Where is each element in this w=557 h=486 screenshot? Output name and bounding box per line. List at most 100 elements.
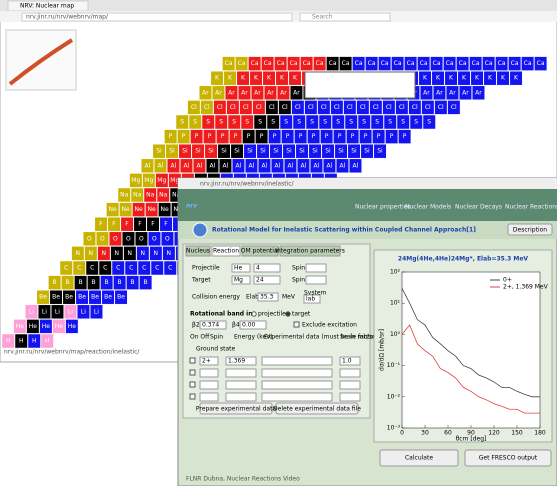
element-symbol: B <box>79 279 83 286</box>
radio[interactable] <box>252 312 256 316</box>
checkbox[interactable] <box>190 394 195 399</box>
element-symbol: P <box>312 133 316 140</box>
input[interactable] <box>340 369 360 377</box>
element-symbol: Al <box>249 162 255 169</box>
element-symbol: Be <box>91 294 99 301</box>
element-symbol: C <box>77 265 81 272</box>
button-label[interactable]: Delete experimental data file <box>273 406 361 413</box>
radio-label[interactable]: target <box>292 311 311 318</box>
element-symbol: Mg <box>157 177 166 184</box>
element-symbol: Si <box>364 148 370 155</box>
element-symbol: Mg <box>144 177 153 184</box>
checkbox[interactable] <box>190 358 195 363</box>
input-value[interactable]: 1.0 <box>342 358 352 365</box>
element-symbol: Ca <box>537 60 545 67</box>
element-symbol: S <box>271 119 275 126</box>
input-value[interactable]: lab <box>306 296 315 303</box>
button-label[interactable]: Prepare experimental data <box>196 406 277 413</box>
input[interactable] <box>200 381 218 389</box>
element-symbol: Cl <box>282 104 288 111</box>
element-symbol: Si <box>221 148 227 155</box>
element-symbol: P <box>403 133 407 140</box>
label: β4 <box>232 322 240 329</box>
input-value[interactable]: 0.374 <box>202 322 219 329</box>
input[interactable] <box>340 381 360 389</box>
element-symbol: Al <box>184 162 190 169</box>
element-symbol: Cl <box>334 104 340 111</box>
element-symbol: Cl <box>269 104 275 111</box>
element-symbol: Al <box>301 162 307 169</box>
element-symbol: Ne <box>109 206 117 213</box>
element-symbol: S <box>388 119 392 126</box>
input[interactable] <box>200 369 218 377</box>
input-value[interactable]: 35.3 <box>260 294 274 301</box>
input[interactable] <box>200 393 218 401</box>
element-symbol: Ca <box>238 60 246 67</box>
input[interactable] <box>340 393 360 401</box>
element-symbol: O <box>165 235 170 242</box>
input-value[interactable]: 4 <box>256 265 260 272</box>
checkbox[interactable] <box>190 382 195 387</box>
input-value[interactable]: 2+ <box>202 358 211 365</box>
tab-label[interactable]: Reaction <box>213 248 239 255</box>
element-symbol: H <box>32 338 37 345</box>
checkbox[interactable] <box>294 322 299 327</box>
element-symbol: Ca <box>459 60 467 67</box>
element-symbol: C <box>168 265 172 272</box>
input[interactable] <box>262 393 332 401</box>
element-symbol: Al <box>340 162 346 169</box>
input[interactable] <box>262 357 332 365</box>
element-symbol: Ca <box>498 60 506 67</box>
element-symbol: Na <box>146 192 154 199</box>
element-symbol: Si <box>234 148 240 155</box>
element-symbol: P <box>351 133 355 140</box>
element-symbol: Cl <box>256 104 262 111</box>
checkbox[interactable] <box>190 370 195 375</box>
chart-title: 24Mg(4He,4He)24Mg*, Elab=35.3 MeV <box>398 256 528 263</box>
radio-label[interactable]: projectile <box>258 311 286 318</box>
tab-title[interactable]: NRV: Nuclear map <box>20 3 74 10</box>
element-symbol: P <box>208 133 212 140</box>
input[interactable] <box>226 381 256 389</box>
element-symbol: B <box>118 279 122 286</box>
input[interactable] <box>306 264 326 272</box>
nav-link[interactable]: Nuclear properties <box>355 204 411 211</box>
nav-link[interactable]: Nuclear Reactions <box>505 204 557 211</box>
element-symbol: Ca <box>407 60 415 67</box>
input[interactable] <box>262 381 332 389</box>
element-symbol: Cl <box>308 104 314 111</box>
input-value[interactable]: Mg <box>234 277 243 284</box>
input-value[interactable]: He <box>234 265 243 272</box>
element-symbol: Si <box>377 148 383 155</box>
nav-link[interactable]: Nuclear Decays <box>455 204 502 211</box>
element-symbol: Ca <box>329 60 337 67</box>
element-symbol: Ca <box>446 60 454 67</box>
element-symbol: S <box>180 119 184 126</box>
input-value[interactable]: 0.00 <box>242 322 256 329</box>
element-symbol: P <box>325 133 329 140</box>
element-symbol: H <box>19 338 24 345</box>
tab-label[interactable]: Nucleus <box>186 248 210 255</box>
y-tick-label: 10⁰ <box>390 331 401 338</box>
input[interactable] <box>262 369 332 377</box>
element-symbol: Be <box>65 294 73 301</box>
tab-label[interactable]: Integration parameters <box>275 248 345 255</box>
tab-label[interactable]: OM potential <box>241 248 280 255</box>
element-symbol: N <box>115 250 120 257</box>
input[interactable] <box>306 276 326 284</box>
button-label[interactable]: Get FRESCO output <box>479 455 538 462</box>
input-value[interactable]: 24 <box>256 277 264 284</box>
y-tick-label: 10¹ <box>390 300 401 307</box>
element-symbol: Si <box>325 148 331 155</box>
element-symbol: O <box>139 235 144 242</box>
input[interactable] <box>226 369 256 377</box>
element-symbol: Ar <box>475 89 482 96</box>
input[interactable] <box>226 393 256 401</box>
element-symbol: N <box>154 250 159 257</box>
radio[interactable] <box>286 312 290 316</box>
input-value[interactable]: 1.369 <box>228 358 245 365</box>
description[interactable]: Description <box>513 227 547 234</box>
element-symbol: Mg <box>131 177 140 184</box>
nav-link[interactable]: Nuclear Models <box>405 204 451 211</box>
button-label[interactable]: Calculate <box>405 455 433 462</box>
